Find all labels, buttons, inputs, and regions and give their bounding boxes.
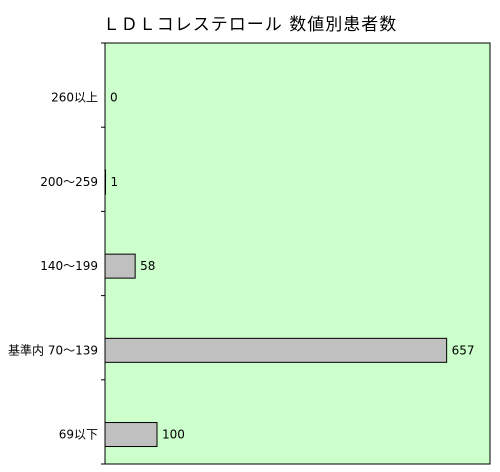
bar: [104, 422, 158, 448]
category-label: 140～199: [40, 259, 98, 273]
bar: [104, 169, 107, 195]
category-label: 260以上: [51, 91, 98, 105]
category-label: 200～259: [40, 175, 98, 189]
data-label: 58: [140, 259, 155, 273]
bars-group: [104, 169, 448, 448]
data-label: 0: [110, 91, 118, 105]
category-label: 69以下: [59, 428, 98, 442]
data-labels: 0 1 58 657 100: [110, 91, 475, 442]
data-label: 1: [111, 175, 119, 189]
bar: [104, 337, 448, 363]
category-labels: 260以上 200～259 140～199 基準内 70～139 69以下: [8, 91, 98, 442]
chart-title: ＬＤＬコレステロール 数値別患者数: [103, 15, 397, 35]
bar: [104, 253, 136, 279]
category-label: 基準内 70～139: [8, 342, 98, 357]
data-label: 100: [162, 428, 185, 442]
axis-ticks: [101, 42, 105, 465]
plot-area: [104, 42, 491, 465]
data-label: 657: [452, 343, 475, 357]
